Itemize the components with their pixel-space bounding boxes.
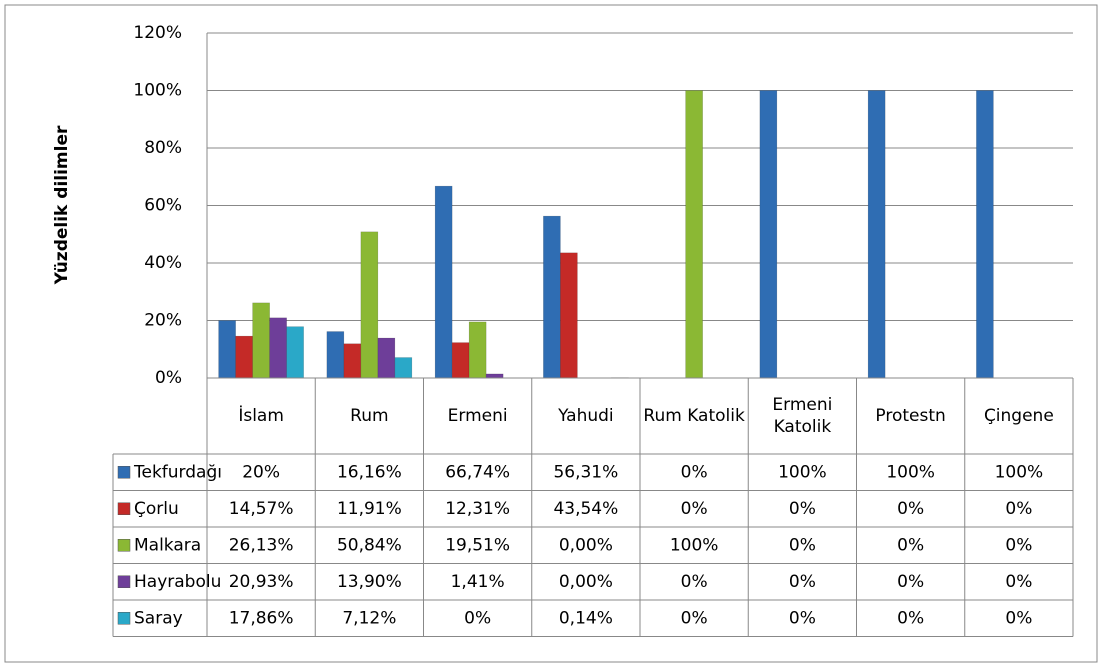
legend-swatch [118, 612, 130, 624]
y-tick-label: 120% [133, 23, 182, 43]
bar [435, 186, 452, 378]
data-label: 0% [681, 462, 708, 482]
legend-label: Saray [134, 608, 183, 628]
data-label: 0% [897, 608, 924, 628]
category-cell: Çingene [965, 378, 1073, 454]
category-cell: Protestn [857, 378, 965, 454]
data-label: 20% [242, 462, 280, 482]
legend-swatch [118, 503, 130, 515]
legend-swatch [118, 576, 130, 588]
x-tick-label: Çingene [965, 378, 1073, 454]
data-label: 100% [995, 462, 1044, 482]
y-tick-label: 20% [144, 311, 182, 331]
data-label: 7,12% [342, 608, 396, 628]
data-label: 1,41% [451, 572, 505, 592]
bar [976, 91, 993, 379]
bar [469, 322, 486, 378]
bar [395, 358, 412, 378]
data-label: 0,14% [559, 608, 613, 628]
data-label: 0% [789, 535, 816, 555]
legend-label: Çorlu [134, 499, 179, 519]
bar [327, 332, 344, 378]
data-label: 0% [789, 572, 816, 592]
data-label: 0% [897, 572, 924, 592]
bar [270, 318, 287, 378]
data-label: 17,86% [229, 608, 294, 628]
x-tick-label: Protestn [857, 378, 965, 454]
y-tick-label: 60% [144, 196, 182, 216]
data-label: 0% [681, 608, 708, 628]
data-label: 100% [886, 462, 935, 482]
data-label: 12,31% [445, 499, 510, 519]
data-label: 19,51% [445, 535, 510, 555]
data-label: 56,31% [553, 462, 618, 482]
bar [686, 91, 703, 379]
bar [236, 336, 253, 378]
bar [253, 303, 270, 378]
category-cell: Rum Katolik [640, 378, 748, 454]
data-label: 14,57% [229, 499, 294, 519]
bar [378, 338, 395, 378]
category-cell: Ermeni Katolik [748, 378, 856, 454]
bar [361, 232, 378, 378]
x-tick-label: Rum Katolik [640, 378, 748, 454]
data-label: 0% [1005, 608, 1032, 628]
y-axis-label: Yüzdelik dilimler [52, 125, 72, 285]
data-label: 0% [1005, 499, 1032, 519]
x-tick-label: İslam [207, 378, 315, 454]
data-label: 0% [789, 608, 816, 628]
bar [543, 216, 560, 378]
x-tick-label: Ermeni [424, 378, 532, 454]
legend-label: Malkara [134, 535, 201, 555]
data-label: 50,84% [337, 535, 402, 555]
data-label: 0% [1005, 572, 1032, 592]
data-label: 13,90% [337, 572, 402, 592]
x-tick-label: Rum [315, 378, 423, 454]
data-label: 0% [1005, 535, 1032, 555]
legend-label: Hayrabolu [134, 572, 221, 592]
x-tick-label: Ermeni Katolik [748, 378, 856, 454]
data-label: 16,16% [337, 462, 402, 482]
category-cell: Ermeni [424, 378, 532, 454]
data-label: 100% [670, 535, 719, 555]
legend-swatch [118, 466, 130, 478]
category-cell: Rum [315, 378, 423, 454]
category-cell: Yahudi [532, 378, 640, 454]
data-label: 0% [464, 608, 491, 628]
category-cell: İslam [207, 378, 315, 454]
bar [219, 321, 236, 379]
data-label: 0,00% [559, 535, 613, 555]
data-label: 100% [778, 462, 827, 482]
data-label: 0% [897, 499, 924, 519]
y-tick-label: 40% [144, 253, 182, 273]
data-label: 0% [681, 499, 708, 519]
bar [344, 344, 361, 378]
data-label: 26,13% [229, 535, 294, 555]
y-tick-label: 100% [133, 81, 182, 101]
data-label: 0,00% [559, 572, 613, 592]
bar [868, 91, 885, 379]
legend-swatch [118, 539, 130, 551]
data-label: 66,74% [445, 462, 510, 482]
data-label: 0% [897, 535, 924, 555]
legend-label: Tekfurdağı [133, 462, 222, 482]
bar [760, 91, 777, 379]
bar [452, 343, 469, 378]
data-label: 20,93% [229, 572, 294, 592]
y-tick-label: 80% [144, 138, 182, 158]
data-label: 11,91% [337, 499, 402, 519]
bar [560, 253, 577, 378]
data-label: 0% [789, 499, 816, 519]
x-tick-label: Yahudi [532, 378, 640, 454]
data-label: 43,54% [553, 499, 618, 519]
bar [287, 327, 304, 378]
y-tick-label: 0% [155, 368, 182, 388]
data-label: 0% [681, 572, 708, 592]
